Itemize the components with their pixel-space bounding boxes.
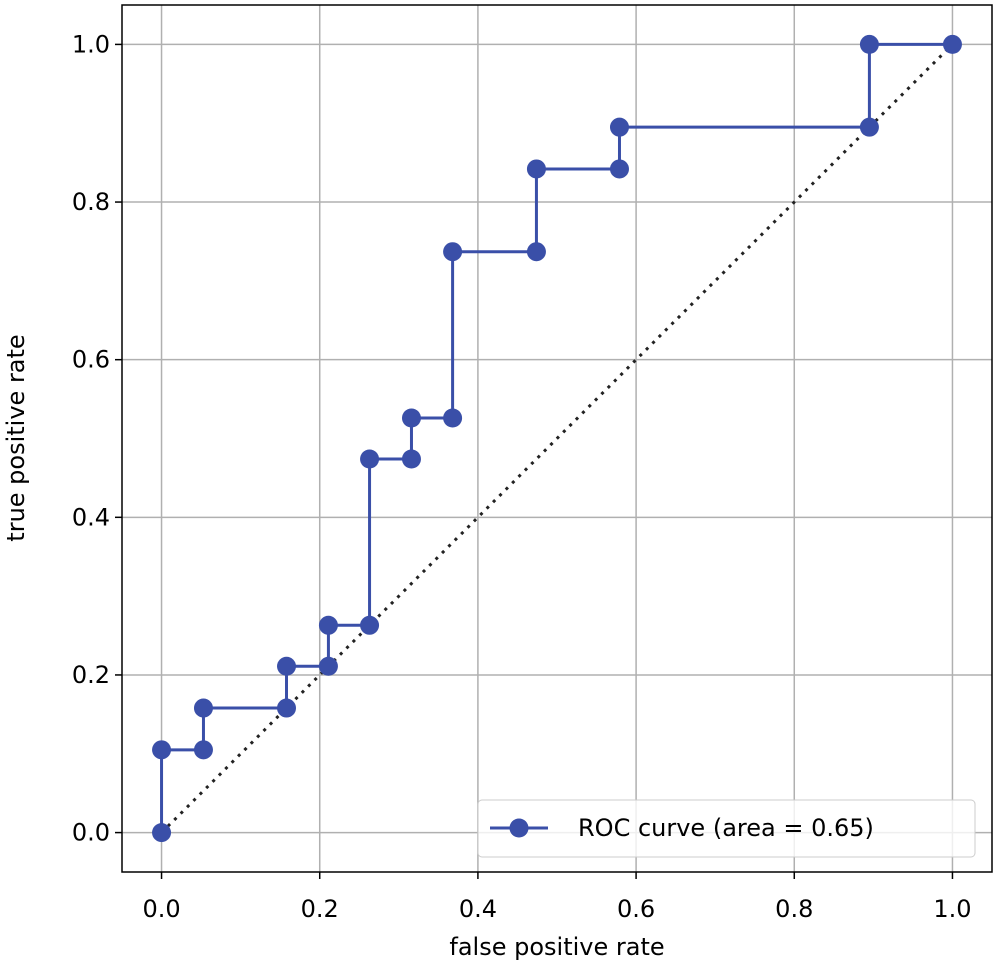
axes-frame bbox=[121, 4, 993, 873]
point bbox=[277, 698, 297, 718]
point bbox=[859, 117, 879, 137]
point bbox=[193, 740, 213, 760]
legend-label: ROC curve (area = 0.65) bbox=[578, 814, 874, 842]
y-tick-label: 0.4 bbox=[72, 503, 110, 531]
point bbox=[152, 740, 172, 760]
y-tick-label: 1.0 bbox=[72, 30, 110, 58]
x-tick-label: 0.4 bbox=[459, 895, 497, 923]
point bbox=[609, 117, 629, 137]
point bbox=[859, 34, 879, 54]
x-tick-label: 1.0 bbox=[933, 895, 971, 923]
x-tick-label: 0.2 bbox=[301, 895, 339, 923]
point bbox=[193, 698, 213, 718]
point bbox=[360, 615, 380, 635]
point bbox=[318, 615, 338, 635]
x-axis-label: false positive rate bbox=[449, 933, 664, 961]
y-axis-label: true positive rate bbox=[2, 334, 30, 541]
legend-box bbox=[477, 799, 976, 858]
y-tick-label: 0.6 bbox=[72, 346, 110, 374]
y-tick-label: 0.0 bbox=[72, 819, 110, 847]
y-tick-label: 0.8 bbox=[72, 188, 110, 216]
point bbox=[277, 656, 297, 676]
point bbox=[526, 159, 546, 179]
point bbox=[609, 159, 629, 179]
point bbox=[443, 408, 463, 428]
point bbox=[401, 449, 421, 469]
x-tick-label: 0.8 bbox=[775, 895, 813, 923]
point bbox=[318, 656, 338, 676]
point bbox=[401, 408, 421, 428]
x-tick-label: 0.0 bbox=[142, 895, 180, 923]
legend-swatch bbox=[509, 818, 529, 838]
y-tick-label: 0.2 bbox=[72, 661, 110, 689]
point bbox=[526, 242, 546, 262]
point bbox=[360, 449, 380, 469]
x-tick-label: 0.6 bbox=[617, 895, 655, 923]
point bbox=[152, 823, 172, 843]
point bbox=[942, 34, 962, 54]
point bbox=[443, 242, 463, 262]
diagonal-line bbox=[160, 43, 954, 834]
